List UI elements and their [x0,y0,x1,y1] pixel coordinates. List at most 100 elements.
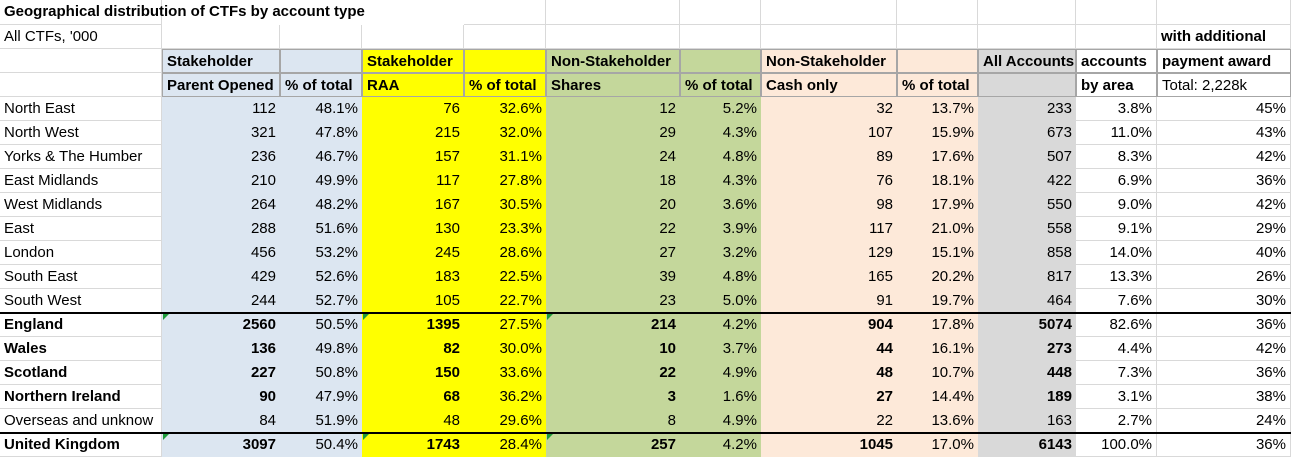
count-cell: 5074 [978,313,1076,337]
column-header: % of total [897,73,978,97]
empty-cell [0,73,162,97]
count-cell: 1395 [362,313,464,337]
percent-cell: 24% [1157,409,1291,433]
percent-cell: 13.3% [1076,265,1157,289]
row-label: South West [0,289,162,313]
count-cell: 163 [978,409,1076,433]
percent-cell: 29.6% [464,409,546,433]
percent-cell: 45% [1157,97,1291,121]
count-cell: 8 [546,409,680,433]
row-label: South East [0,265,162,289]
percent-cell: 8.3% [1076,145,1157,169]
percent-cell: 4.9% [680,361,761,385]
percent-cell: 7.3% [1076,361,1157,385]
column-header: Shares [546,73,680,97]
count-cell: 236 [162,145,280,169]
count-cell: 130 [362,217,464,241]
percent-cell: 27.8% [464,169,546,193]
empty-cell [1076,0,1157,25]
percent-cell: 4.3% [680,169,761,193]
count-cell: 22 [761,409,897,433]
empty-cell [1076,25,1157,49]
count-cell: 89 [761,145,897,169]
percent-cell: 19.7% [897,289,978,313]
count-cell: 2560 [162,313,280,337]
count-cell: 558 [978,217,1076,241]
count-cell: 48 [761,361,897,385]
percent-cell: 4.3% [680,121,761,145]
empty-cell [546,25,680,49]
row-label: London [0,241,162,265]
row-label: Northern Ireland [0,385,162,409]
empty-cell [0,49,162,73]
count-cell: 129 [761,241,897,265]
award-header: payment award [1157,49,1291,73]
empty-cell [897,25,978,49]
count-cell: 167 [362,193,464,217]
percent-cell: 42% [1157,193,1291,217]
percent-cell: 13.6% [897,409,978,433]
count-cell: 165 [761,265,897,289]
percent-cell: 42% [1157,337,1291,361]
percent-cell: 3.2% [680,241,761,265]
column-group-header: Stakeholder [362,49,464,73]
column-group-header: accounts [1076,49,1157,73]
count-cell: 448 [978,361,1076,385]
empty-cell [362,25,464,49]
percent-cell: 36% [1157,361,1291,385]
row-label: Scotland [0,361,162,385]
percent-cell: 5.0% [680,289,761,313]
percent-cell: 3.7% [680,337,761,361]
count-cell: 507 [978,145,1076,169]
count-cell: 3 [546,385,680,409]
empty-cell [761,0,897,25]
count-cell: 321 [162,121,280,145]
percent-cell: 82.6% [1076,313,1157,337]
row-label: North East [0,97,162,121]
percent-cell: 14.4% [897,385,978,409]
row-label: North West [0,121,162,145]
column-group-header: Non-Stakeholder [761,49,897,73]
count-cell: 117 [761,217,897,241]
row-label: England [0,313,162,337]
count-cell: 10 [546,337,680,361]
count-cell: 858 [978,241,1076,265]
count-cell: 12 [546,97,680,121]
empty-cell [978,0,1076,25]
error-indicator [363,314,369,320]
column-header: by area [1076,73,1157,97]
count-cell: 136 [162,337,280,361]
count-cell: 39 [546,265,680,289]
count-cell: 157 [362,145,464,169]
percent-cell: 18.1% [897,169,978,193]
error-indicator [163,434,169,440]
percent-cell: 28.6% [464,241,546,265]
count-cell: 32 [761,97,897,121]
percent-cell: 36% [1157,313,1291,337]
percent-cell: 6.9% [1076,169,1157,193]
percent-cell: 3.8% [1076,97,1157,121]
count-cell: 257 [546,433,680,457]
percent-cell: 30.5% [464,193,546,217]
empty-cell [680,0,761,25]
row-label: West Midlands [0,193,162,217]
count-cell: 464 [978,289,1076,313]
percent-cell: 1.6% [680,385,761,409]
percent-cell: 4.8% [680,265,761,289]
count-cell: 1045 [761,433,897,457]
empty-cell [761,25,897,49]
percent-cell: 15.9% [897,121,978,145]
percent-cell: 28.4% [464,433,546,457]
percent-cell: 17.8% [897,313,978,337]
empty-cell [680,49,761,73]
award-header: with additional [1157,25,1291,49]
percent-cell: 43% [1157,121,1291,145]
percent-cell: 4.2% [680,433,761,457]
count-cell: 82 [362,337,464,361]
percent-cell: 46.7% [280,145,362,169]
percent-cell: 20.2% [897,265,978,289]
percent-cell: 48.2% [280,193,362,217]
count-cell: 29 [546,121,680,145]
count-cell: 48 [362,409,464,433]
count-cell: 288 [162,217,280,241]
